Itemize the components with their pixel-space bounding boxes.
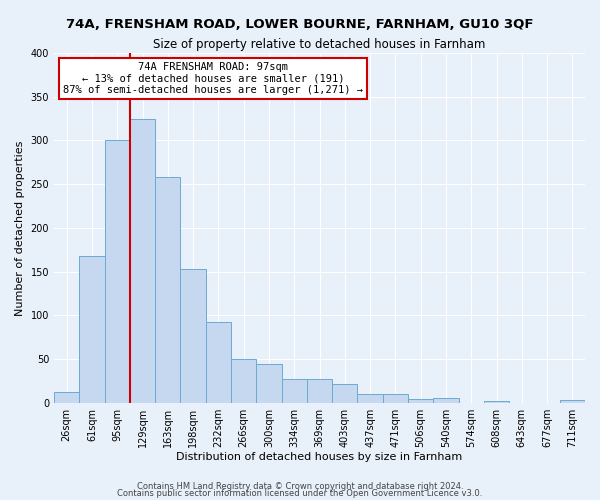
Bar (358, 394, 383, 402)
Bar (231, 359, 256, 403)
Bar (256, 364, 281, 403)
Text: 74A, FRENSHAM ROAD, LOWER BOURNE, FARNHAM, GU10 3QF: 74A, FRENSHAM ROAD, LOWER BOURNE, FARNHA… (66, 18, 534, 30)
Bar (307, 379, 332, 402)
Text: 74A FRENSHAM ROAD: 97sqm
← 13% of detached houses are smaller (191)
87% of semi-: 74A FRENSHAM ROAD: 97sqm ← 13% of detach… (64, 62, 364, 95)
Text: Contains HM Land Registry data © Crown copyright and database right 2024.: Contains HM Land Registry data © Crown c… (137, 482, 463, 491)
Title: Size of property relative to detached houses in Farnham: Size of property relative to detached ho… (154, 38, 486, 51)
Bar (332, 384, 358, 402)
Text: Contains public sector information licensed under the Open Government Licence v3: Contains public sector information licen… (118, 489, 482, 498)
Bar (54, 392, 79, 402)
Bar (206, 322, 231, 402)
Bar (155, 177, 181, 402)
Bar (181, 269, 206, 402)
Bar (130, 118, 155, 403)
Bar (281, 379, 307, 402)
X-axis label: Distribution of detached houses by size in Farnham: Distribution of detached houses by size … (176, 452, 463, 462)
Bar (79, 256, 104, 402)
Bar (560, 400, 585, 402)
Bar (433, 398, 458, 402)
Y-axis label: Number of detached properties: Number of detached properties (15, 140, 25, 316)
Bar (383, 394, 408, 402)
Bar (484, 401, 509, 402)
Bar (104, 140, 130, 402)
Bar (408, 399, 433, 402)
